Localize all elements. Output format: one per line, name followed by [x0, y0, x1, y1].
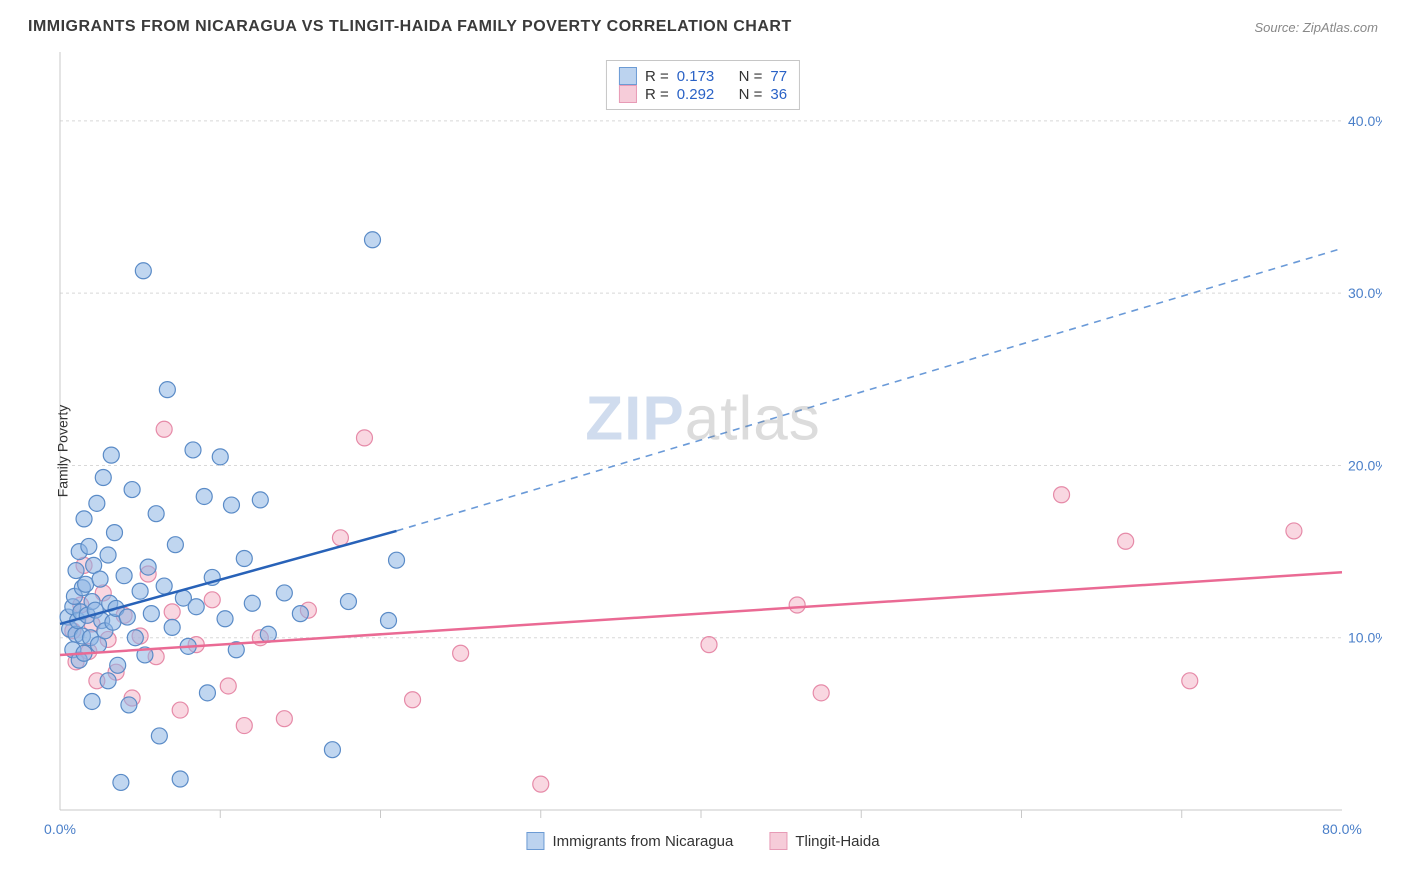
svg-text:30.0%: 30.0% — [1348, 285, 1382, 301]
swatch-pink-icon — [769, 832, 787, 850]
svg-text:40.0%: 40.0% — [1348, 113, 1382, 129]
swatch-blue-icon — [619, 67, 637, 85]
legend-stats: R = 0.173 N = 77 R = 0.292 N = 36 — [606, 60, 800, 110]
legend-row-blue: R = 0.173 N = 77 — [619, 67, 787, 85]
r-label: R = — [645, 68, 669, 85]
swatch-blue-icon — [526, 832, 544, 850]
r-value: 0.173 — [677, 68, 715, 85]
svg-text:80.0%: 80.0% — [1322, 821, 1362, 837]
source-attribution: Source: ZipAtlas.com — [1254, 20, 1378, 35]
chart-area: Family Poverty 10.0% 20.0% 30.0% 40.0% 0.0% 8… — [24, 52, 1382, 850]
chart-header: IMMIGRANTS FROM NICARAGUA VS TLINGIT-HAI… — [0, 0, 1406, 46]
legend-row-pink: R = 0.292 N = 36 — [619, 85, 787, 103]
x-legend-label: Tlingit-Haida — [795, 833, 879, 850]
n-label: N = — [739, 86, 763, 103]
svg-text:20.0%: 20.0% — [1348, 457, 1382, 473]
x-legend-item-pink: Tlingit-Haida — [769, 832, 879, 850]
svg-text:0.0%: 0.0% — [44, 821, 76, 837]
n-label: N = — [739, 68, 763, 85]
n-value: 36 — [770, 86, 787, 103]
x-legend-label: Immigrants from Nicaragua — [552, 833, 733, 850]
scatter-plot: 10.0% 20.0% 30.0% 40.0% 0.0% 80.0% — [24, 52, 1382, 850]
swatch-pink-icon — [619, 85, 637, 103]
x-legend-item-blue: Immigrants from Nicaragua — [526, 832, 733, 850]
y-axis-label: Family Poverty — [54, 405, 70, 498]
x-legend: Immigrants from Nicaragua Tlingit-Haida — [526, 832, 879, 850]
svg-text:10.0%: 10.0% — [1348, 630, 1382, 646]
source-prefix: Source: — [1254, 20, 1302, 35]
source-name: ZipAtlas.com — [1303, 20, 1378, 35]
n-value: 77 — [770, 68, 787, 85]
chart-title: IMMIGRANTS FROM NICARAGUA VS TLINGIT-HAI… — [28, 18, 792, 36]
r-value: 0.292 — [677, 86, 715, 103]
r-label: R = — [645, 86, 669, 103]
